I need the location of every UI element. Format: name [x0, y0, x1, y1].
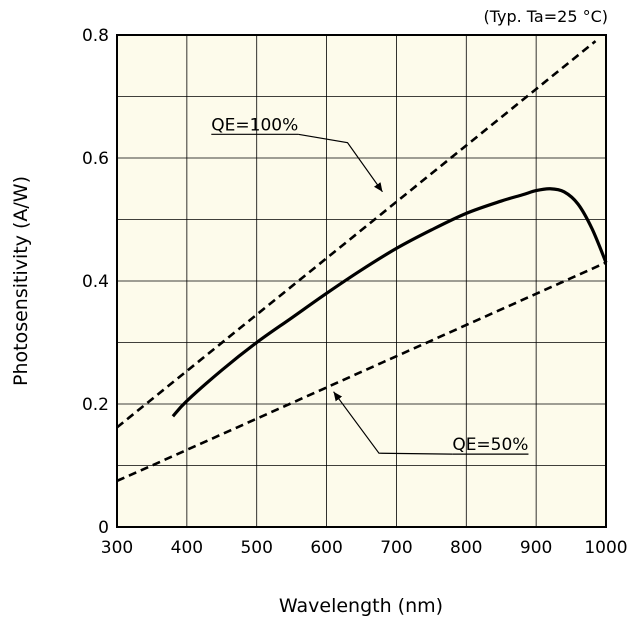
- y-tick-label: 0.8: [82, 26, 109, 46]
- x-axis-title: Wavelength (nm): [279, 595, 443, 617]
- x-tick-label: 700: [380, 538, 412, 558]
- y-tick-label: 0.6: [82, 149, 109, 169]
- plot-frame: [116, 34, 607, 528]
- series-line-qe-1: [116, 40, 597, 429]
- y-tick-labels: 0 0.2 0.4 0.6 0.8: [82, 26, 109, 538]
- annotation-leader: [333, 391, 453, 455]
- annotation-label: QE=50%: [452, 435, 528, 455]
- x-tick-label: 1000: [584, 538, 627, 558]
- series-line-photosensitivity: [171, 187, 608, 418]
- x-tick-label: 300: [101, 538, 133, 558]
- annotations: QE=100% QE=50%: [211, 115, 528, 455]
- x-tick-labels: 300 400 500 600 700 800 900 1000: [101, 538, 628, 558]
- y-axis-title: Photosensitivity (A/W): [10, 176, 32, 386]
- series-group: [116, 40, 608, 483]
- series-line-qe-2: [116, 261, 607, 483]
- x-tick-label: 600: [310, 538, 342, 558]
- x-tick-label: 500: [240, 538, 272, 558]
- y-tick-label: 0.4: [82, 272, 109, 292]
- x-tick-label: 400: [171, 538, 203, 558]
- condition-note: (Typ. Ta=25 °C): [483, 7, 608, 26]
- annotation-label: QE=100%: [211, 115, 298, 135]
- y-tick-label: 0: [98, 518, 109, 538]
- y-tick-label: 0.2: [82, 395, 109, 415]
- x-tick-label: 900: [520, 538, 552, 558]
- x-tick-label: 800: [450, 538, 482, 558]
- annotation-leader: [298, 133, 383, 193]
